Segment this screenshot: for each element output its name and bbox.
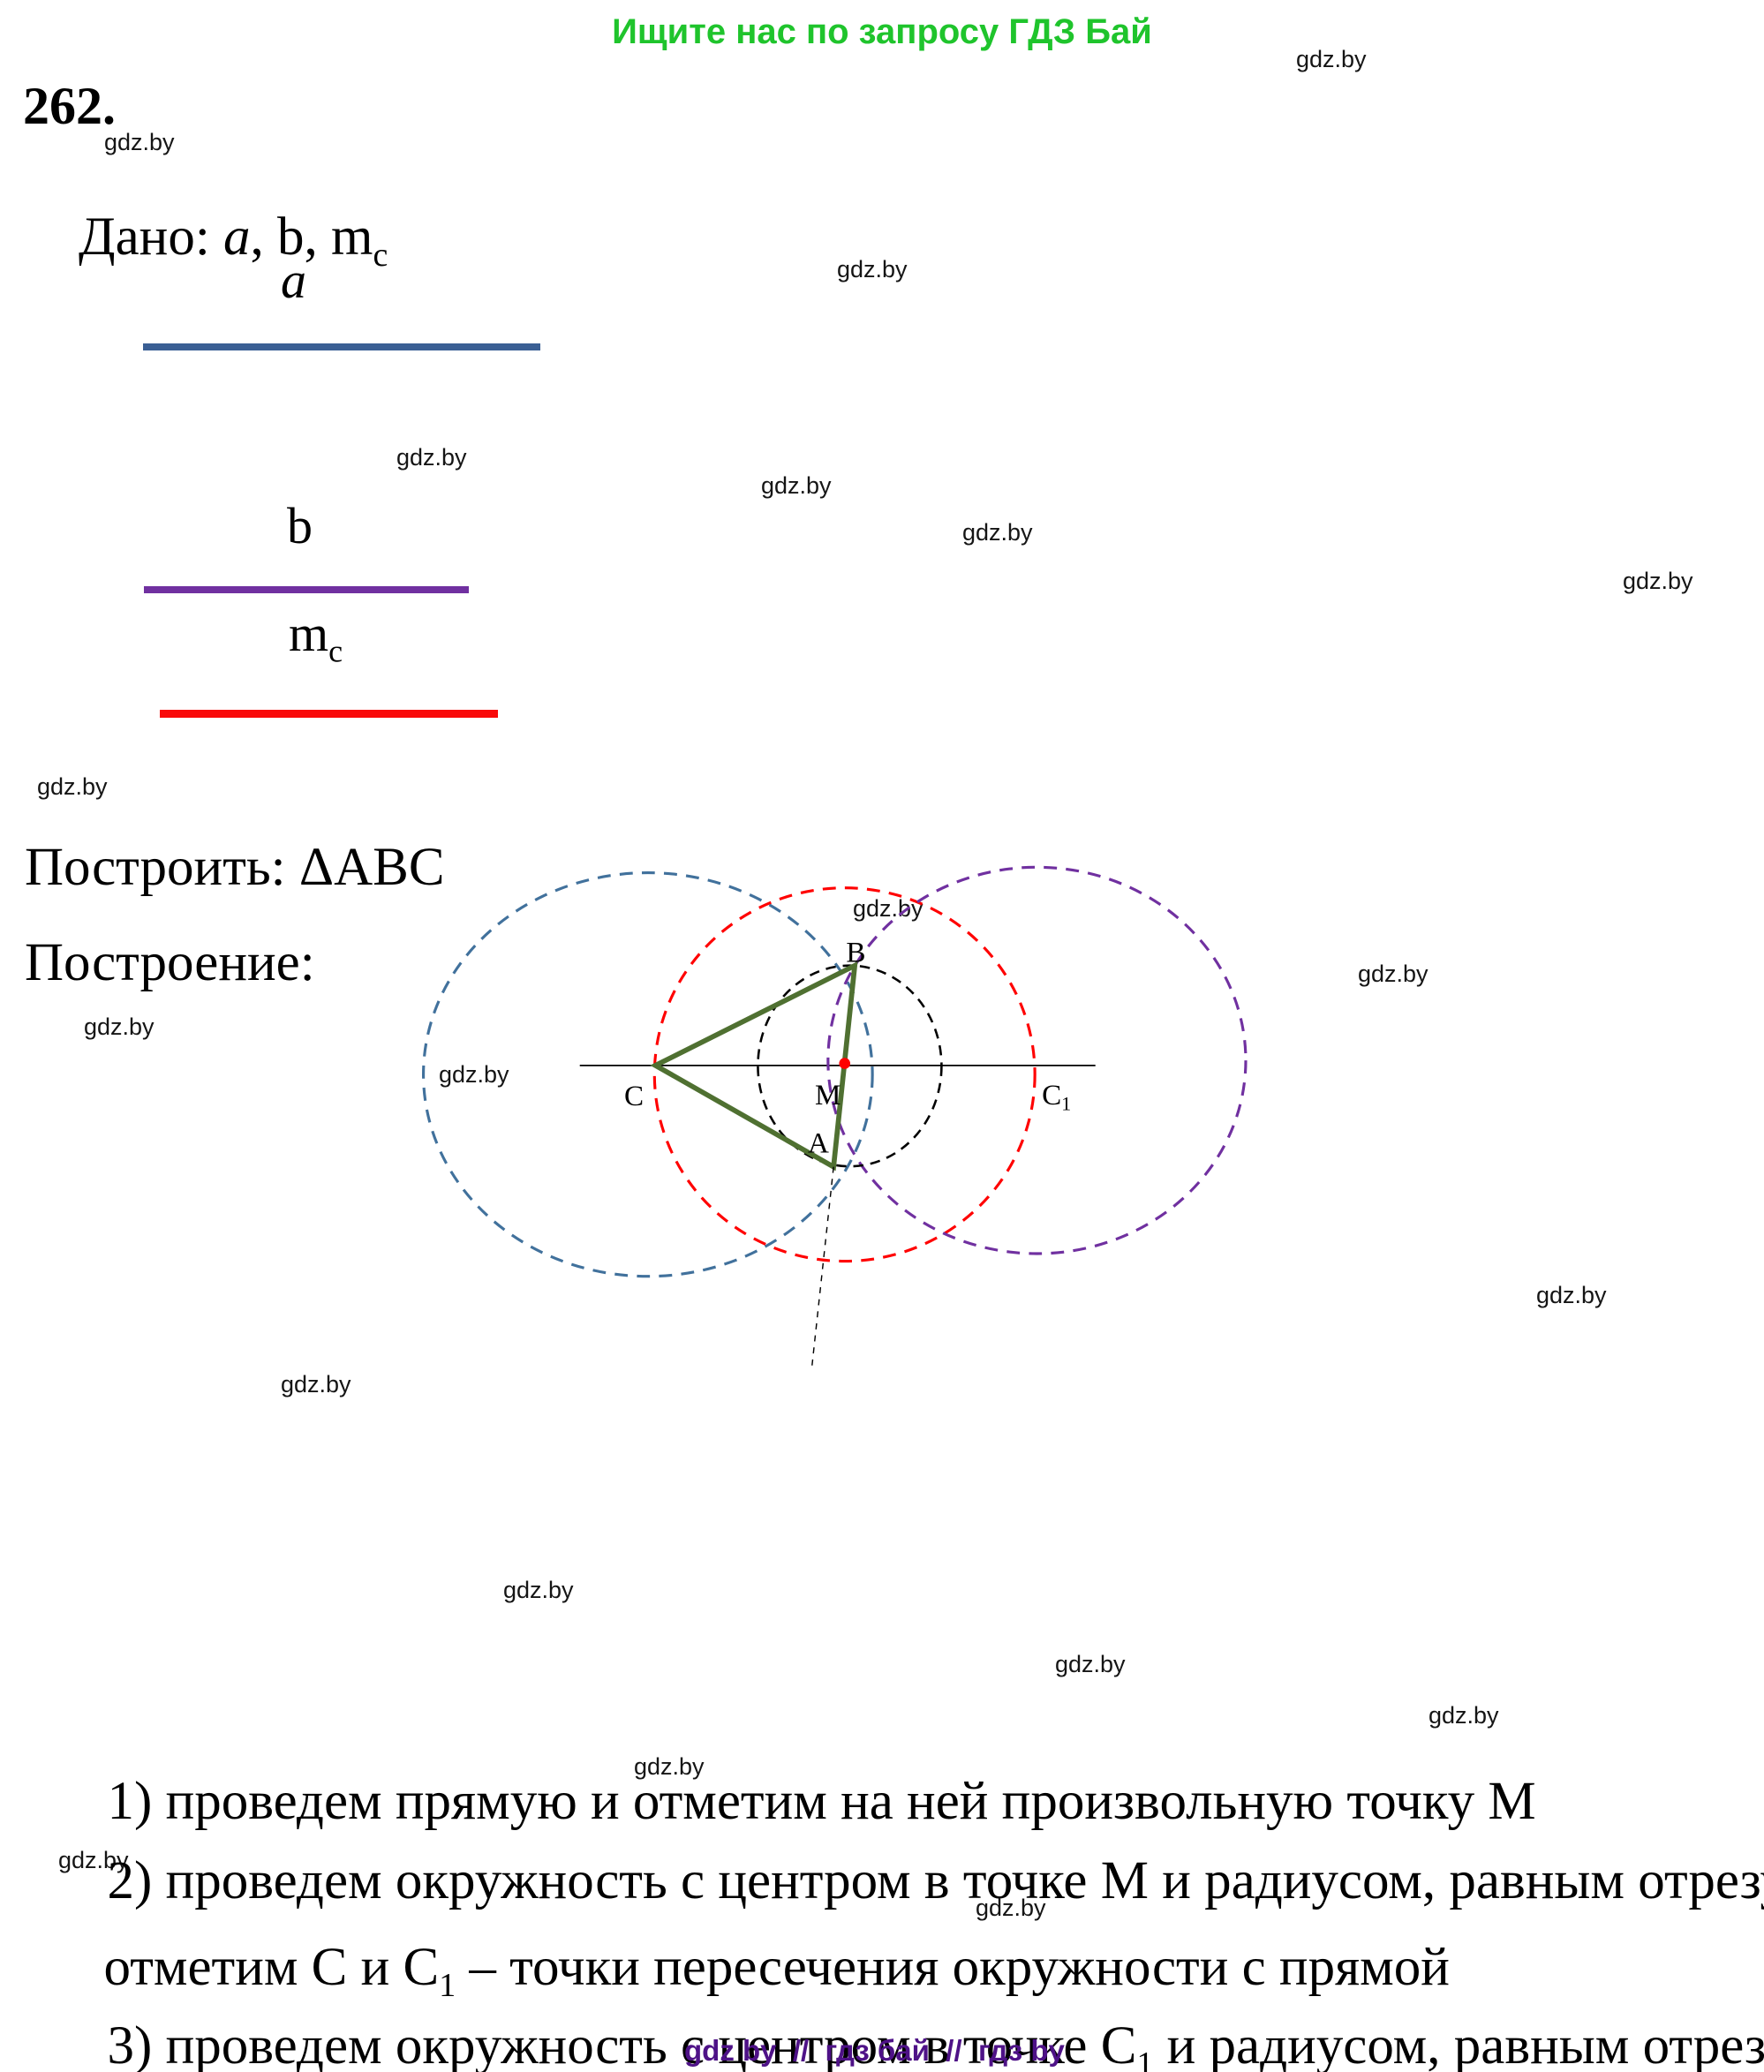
segment-b-label: b xyxy=(287,497,313,554)
watermark: gdz.by xyxy=(281,1371,351,1398)
watermark: gdz.by xyxy=(976,1895,1046,1921)
label-A: А xyxy=(808,1127,829,1160)
circle-center-C-radius-a xyxy=(422,871,874,1278)
step-2b: отметим С и С1 – точки пересечения окруж… xyxy=(23,1875,1450,2067)
step-3: 3) проведем окружность с центром в точке… xyxy=(26,1954,1764,2072)
watermark: gdz.by xyxy=(503,1577,574,1603)
watermark: gdz.by xyxy=(58,1847,129,1873)
label-C: С xyxy=(624,1080,644,1112)
step-1-text: 1) проведем прямую и отметим на ней прои… xyxy=(107,1772,1536,1831)
segment-mc-bar xyxy=(160,710,498,718)
step-2b-text: отметим С и С xyxy=(103,1938,440,1997)
watermark: gdz.by xyxy=(1296,46,1367,72)
given-a: a xyxy=(223,207,251,267)
label-C1-base: С xyxy=(1042,1079,1061,1111)
footer-branding: gdz by // гдз бай // гдз by xyxy=(684,2034,1065,2067)
step-2b-post: – точки пересечения окружности с прямой xyxy=(456,1938,1450,1997)
watermark: gdz.by xyxy=(396,444,467,471)
given-statement: Дано: a, b, mc xyxy=(25,145,388,336)
watermark: gdz.by xyxy=(1536,1282,1607,1308)
given-prefix: Дано: xyxy=(79,207,224,267)
segment-mc-sub: c xyxy=(328,633,343,669)
construction-diagram: В С М А С1 xyxy=(422,865,1248,1368)
given-mid: , b, m xyxy=(250,207,373,267)
label-M: М xyxy=(815,1079,841,1111)
problem-number: 262. xyxy=(23,77,116,135)
watermark: gdz.by xyxy=(84,1013,155,1040)
step-2: 2) проведем окружность с центром в точке… xyxy=(26,1789,1764,1980)
given-sub: c xyxy=(373,237,388,275)
leader-dashed-line xyxy=(810,1166,834,1368)
step-2-text: 2) проведем окружность с центром в точке… xyxy=(107,1851,1764,1910)
watermark: gdz.by xyxy=(1358,961,1429,987)
segment-mc-label: mc xyxy=(289,604,343,670)
watermark: gdz.by xyxy=(439,1061,509,1088)
point-M-dot xyxy=(839,1058,850,1069)
label-C1: С1 xyxy=(1042,1079,1071,1115)
segment-b-bar xyxy=(144,586,469,593)
step-2b-sub: 1 xyxy=(439,1967,456,2005)
watermark: gdz.by xyxy=(634,1753,705,1780)
build-statement: Построить: ΔАВС xyxy=(25,838,445,897)
watermark: gdz.by xyxy=(962,519,1033,546)
label-C1-sub: 1 xyxy=(1061,1094,1071,1115)
label-B: В xyxy=(846,937,865,969)
watermark: gdz.by xyxy=(1055,1651,1126,1677)
watermark: gdz.by xyxy=(37,773,108,800)
watermark: gdz.by xyxy=(761,472,832,499)
step-3-sub: 1 xyxy=(1136,2046,1154,2072)
promo-header: Ищите нас по запросу ГДЗ Бай xyxy=(612,12,1152,51)
watermark: gdz.by xyxy=(837,256,908,283)
circle-center-C1-radius-b xyxy=(826,865,1248,1255)
step-1: 1) проведем прямую и отметим на ней прои… xyxy=(26,1709,1536,1901)
watermark: gdz.by xyxy=(1623,568,1693,594)
watermark: gdz.by xyxy=(104,129,175,155)
segment-a-label: a xyxy=(281,252,306,309)
construction-heading: Построение: xyxy=(25,933,315,992)
step-3-post: и радиусом, равным отрезку b xyxy=(1166,2016,1764,2072)
segment-a-bar xyxy=(143,343,540,350)
step-3-text: 3) проведем окружность с центром в точке… xyxy=(107,2016,1137,2072)
circle-center-M-radius-mc xyxy=(652,886,1037,1263)
watermark: gdz.by xyxy=(1429,1702,1499,1729)
segment-mc-base: m xyxy=(289,605,329,662)
